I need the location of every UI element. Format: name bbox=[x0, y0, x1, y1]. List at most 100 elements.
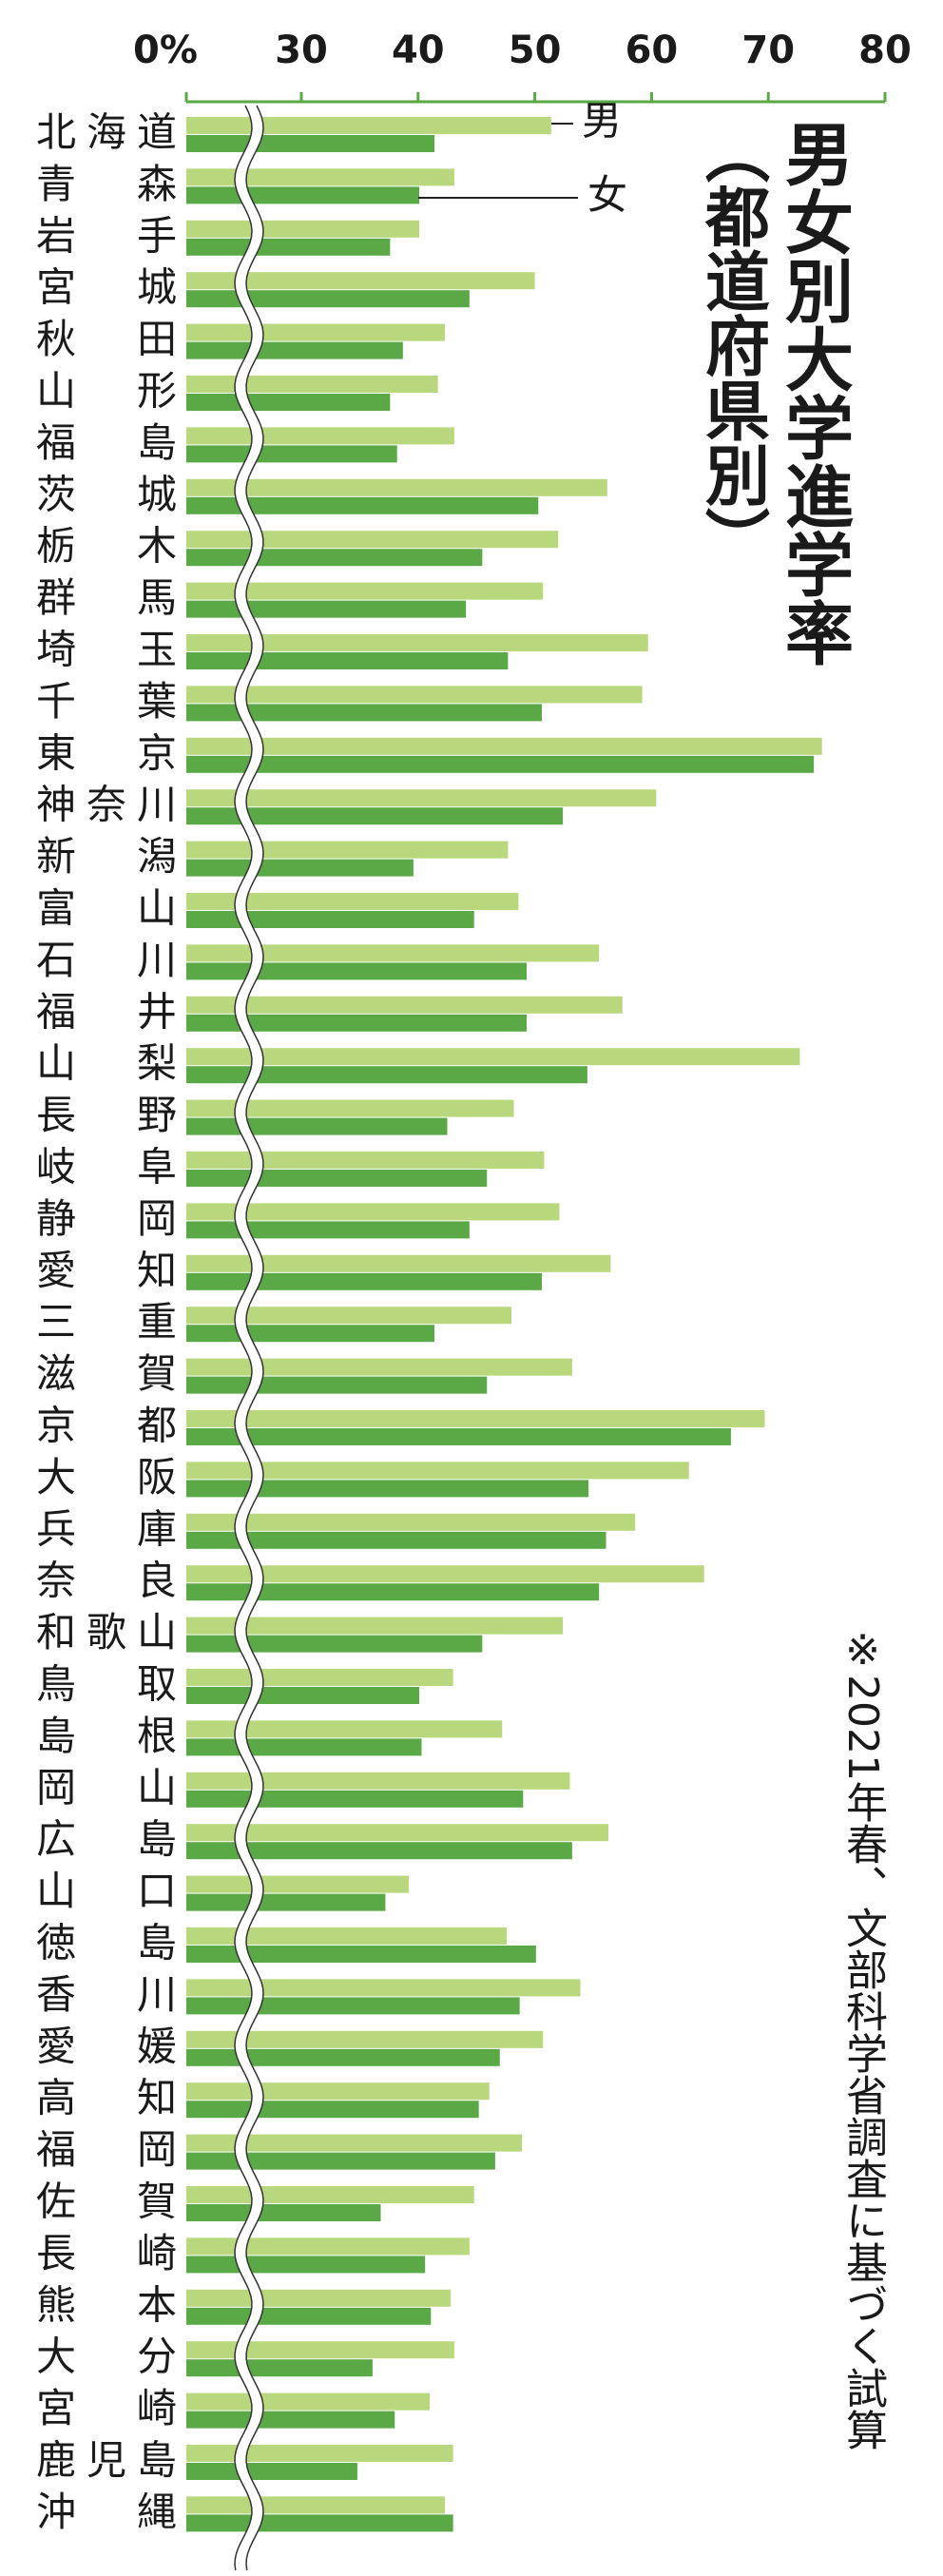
x-tick-label: 40 bbox=[392, 29, 445, 72]
bar bbox=[186, 2496, 446, 2514]
bar bbox=[186, 1772, 570, 1790]
note: ※2021年春、文部科学省調査に基づく試算 bbox=[838, 1626, 887, 2450]
bar bbox=[186, 2256, 426, 2274]
bar bbox=[186, 2237, 470, 2256]
bar bbox=[186, 893, 519, 910]
y-tick-label: 北海道 bbox=[36, 109, 177, 156]
y-tick-label: 愛 知 bbox=[36, 1247, 177, 1293]
bar bbox=[186, 1066, 587, 1084]
y-tick-label: 福 井 bbox=[36, 988, 177, 1035]
y-tick-label: 青 森 bbox=[36, 161, 177, 207]
bar bbox=[186, 1946, 536, 1963]
x-tick-label: 80 bbox=[858, 29, 912, 72]
x-tick-label: 0% bbox=[133, 29, 198, 72]
bar bbox=[186, 634, 648, 651]
bar bbox=[186, 1875, 409, 1893]
bar bbox=[186, 2101, 479, 2119]
bar bbox=[186, 686, 643, 704]
bar bbox=[186, 789, 657, 807]
bar bbox=[186, 841, 509, 859]
y-tick-label: 新 潟 bbox=[36, 833, 177, 880]
bar bbox=[186, 1997, 520, 2015]
bar bbox=[186, 2289, 452, 2307]
y-tick-label: 大 阪 bbox=[36, 1454, 177, 1501]
axis-break bbox=[234, 103, 264, 2571]
y-tick-label: 広 島 bbox=[36, 1816, 177, 1863]
bar bbox=[186, 2359, 373, 2377]
bar bbox=[186, 1531, 606, 1549]
x-tick-label: 60 bbox=[625, 29, 679, 72]
bar bbox=[186, 1842, 572, 1860]
bar bbox=[186, 323, 446, 341]
bar bbox=[186, 2186, 474, 2203]
break-line bbox=[245, 105, 264, 2571]
y-tick-label: 宮 城 bbox=[36, 264, 177, 311]
bar bbox=[186, 2134, 523, 2152]
bar bbox=[186, 996, 623, 1014]
bar bbox=[186, 168, 454, 186]
bar bbox=[186, 1513, 636, 1531]
bar bbox=[186, 1738, 422, 1756]
y-tick-label: 岐 阜 bbox=[36, 1144, 177, 1191]
bar bbox=[186, 290, 470, 308]
bar bbox=[186, 1565, 704, 1583]
y-tick-label: 神奈川 bbox=[36, 782, 177, 828]
bar bbox=[186, 1272, 542, 1290]
bar bbox=[186, 478, 607, 496]
bar bbox=[186, 1410, 765, 1427]
bar bbox=[186, 117, 551, 134]
y-tick-label: 熊 本 bbox=[36, 2281, 177, 2328]
y-tick-label: 奈 良 bbox=[36, 1558, 177, 1604]
y-tick-label: 山 梨 bbox=[36, 1040, 177, 1087]
bar bbox=[186, 1307, 512, 1325]
bar bbox=[186, 2411, 395, 2429]
x-tick-label: 50 bbox=[509, 29, 562, 72]
y-tick-label: 埼 玉 bbox=[36, 627, 177, 673]
bar bbox=[186, 2030, 544, 2048]
y-tick-label: 兵 庫 bbox=[36, 1505, 177, 1552]
y-tick-label: 岩 手 bbox=[36, 212, 177, 259]
bar bbox=[186, 496, 539, 514]
x-tick-label: 30 bbox=[275, 29, 328, 72]
y-tick-label: 香 川 bbox=[36, 1971, 177, 2018]
bar bbox=[186, 652, 509, 669]
bar bbox=[186, 1221, 470, 1239]
y-tick-label: 和歌山 bbox=[36, 1609, 177, 1656]
bar bbox=[186, 272, 535, 290]
bar bbox=[186, 2048, 500, 2066]
bar bbox=[186, 1462, 689, 1480]
bar bbox=[186, 2463, 357, 2480]
bar bbox=[186, 531, 559, 549]
y-tick-label: 佐 賀 bbox=[36, 2179, 177, 2225]
chart-title: 男女別大学進学率 bbox=[773, 119, 853, 667]
y-tick-label: 静 岡 bbox=[36, 1195, 177, 1242]
bar bbox=[186, 807, 564, 825]
bar bbox=[186, 2514, 453, 2532]
bar bbox=[186, 135, 434, 152]
bar bbox=[186, 962, 528, 980]
bar bbox=[186, 1117, 448, 1135]
bar bbox=[186, 1358, 572, 1376]
y-tick-label: 徳 島 bbox=[36, 1920, 177, 1966]
bar bbox=[186, 1893, 386, 1911]
y-tick-label: 鳥 取 bbox=[36, 1661, 177, 1708]
y-tick-label: 沖 縄 bbox=[36, 2489, 177, 2535]
chart-subtitle: （都道府県別） bbox=[693, 119, 770, 571]
bar bbox=[186, 1325, 434, 1343]
y-tick-label: 京 都 bbox=[36, 1403, 177, 1449]
bar bbox=[186, 1669, 453, 1686]
bar bbox=[186, 704, 542, 722]
y-tick-label: 山 口 bbox=[36, 1868, 177, 1914]
y-tick-label: 島 根 bbox=[36, 1713, 177, 1759]
y-tick-label: 秋 田 bbox=[36, 316, 177, 362]
bar bbox=[186, 600, 467, 618]
y-tick-label: 大 分 bbox=[36, 2334, 177, 2380]
bar bbox=[186, 1048, 800, 1066]
y-tick-label: 鹿児島 bbox=[36, 2437, 177, 2484]
bar bbox=[186, 1635, 483, 1653]
y-tick-label: 山 形 bbox=[36, 368, 177, 415]
bar bbox=[186, 341, 403, 359]
bar bbox=[186, 238, 391, 256]
x-tick-label: 70 bbox=[741, 29, 795, 72]
bar bbox=[186, 1790, 524, 1808]
